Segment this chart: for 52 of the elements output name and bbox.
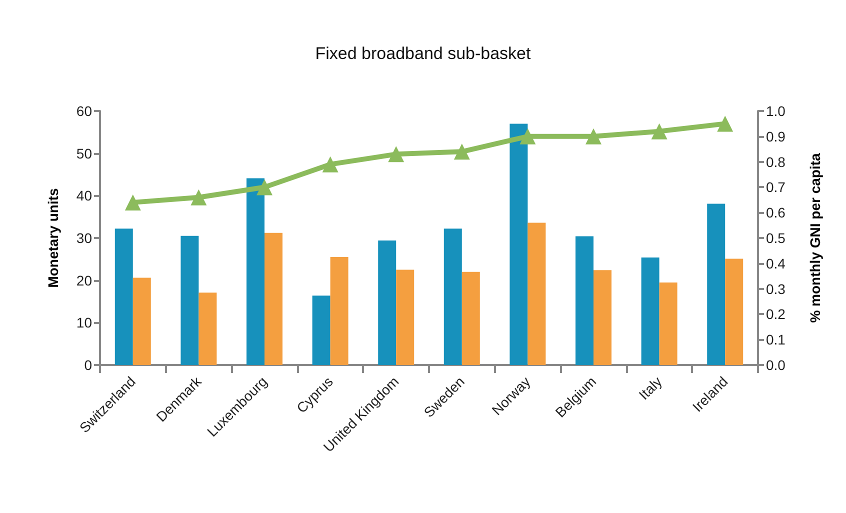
y2-tick-label: 0.7 — [766, 179, 786, 196]
point — [717, 116, 734, 132]
y-axis-title: Monetary units — [45, 188, 61, 288]
bar — [198, 292, 217, 365]
point — [454, 144, 470, 160]
point — [124, 194, 141, 210]
bar — [330, 257, 348, 365]
bar — [180, 236, 199, 365]
y-tick-label: 30 — [76, 230, 92, 246]
y-tick-label: 0 — [84, 357, 92, 373]
bar — [444, 228, 462, 365]
point — [256, 179, 272, 196]
y2-tick-label: 0.0 — [766, 357, 786, 373]
point — [651, 123, 668, 140]
y-tick-label: 50 — [76, 145, 92, 162]
y2-tick-label: 0.2 — [766, 306, 786, 322]
y2-tick-label: 0.3 — [766, 280, 786, 297]
point — [388, 146, 404, 162]
bar — [114, 228, 133, 365]
bar — [594, 270, 612, 365]
y2-tick-label: 0.5 — [766, 230, 786, 246]
bar — [641, 257, 660, 365]
bar — [312, 296, 330, 365]
point — [190, 189, 207, 206]
y-tick-label: 20 — [76, 272, 92, 288]
point — [586, 128, 602, 144]
y2-tick-label: 0.8 — [766, 154, 786, 170]
y2-tick-label: 0.4 — [766, 255, 786, 272]
bar — [576, 236, 594, 365]
y-tick-label: 10 — [76, 314, 92, 331]
bar — [528, 222, 546, 365]
y2-axis-title: % monthly GNI per capita — [807, 152, 823, 323]
bar — [707, 204, 726, 365]
bar — [510, 124, 528, 365]
y-tick-label: 40 — [76, 188, 92, 204]
point — [520, 128, 536, 144]
bar — [396, 270, 414, 365]
x-tick-label: Italy — [636, 373, 665, 403]
chart-title: Fixed broadband sub-basket — [315, 44, 532, 63]
bar — [725, 258, 744, 365]
bar — [378, 240, 396, 365]
bar — [246, 178, 264, 365]
y2-tick-label: 0.1 — [766, 332, 786, 348]
y2-tick-label: 1.0 — [766, 103, 786, 119]
y-tick-label: 60 — [76, 103, 92, 119]
bar — [659, 282, 678, 365]
y2-tick-label: 0.9 — [766, 128, 786, 144]
y2-tick-label: 0.6 — [766, 204, 786, 221]
point — [322, 156, 338, 172]
bar — [462, 272, 480, 365]
bar — [264, 232, 282, 365]
bar — [132, 278, 151, 365]
